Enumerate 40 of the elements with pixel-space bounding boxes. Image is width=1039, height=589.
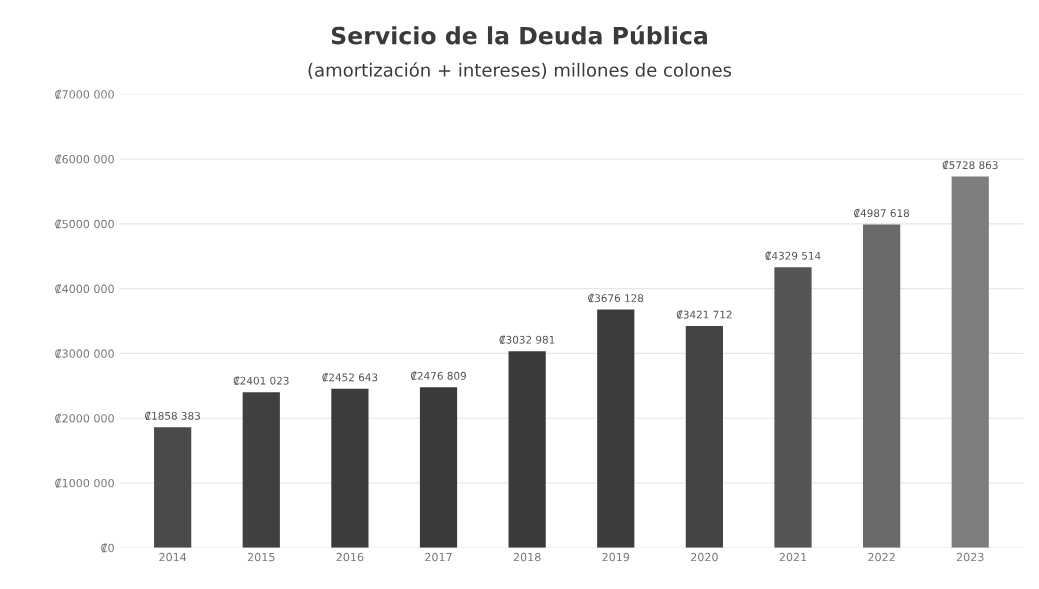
x-tick-label: 2020: [691, 552, 718, 562]
y-tick-label: ₡2000 000: [55, 413, 114, 423]
x-tick-label: 2023: [956, 552, 984, 562]
y-tick-label: ₡7000 000: [55, 89, 114, 99]
data-label: ₡2401 023: [233, 376, 289, 385]
bar: [863, 224, 901, 548]
x-tick-label: 2016: [336, 552, 364, 562]
bar: [774, 267, 812, 548]
bar: [951, 176, 989, 548]
bar: [508, 351, 546, 548]
x-tick-label: 2021: [779, 552, 807, 562]
data-label: ₡1858 383: [145, 411, 200, 421]
data-label: ₡3032 981: [499, 335, 555, 344]
data-label: ₡2476 809: [410, 371, 466, 381]
y-tick-label: ₡4000 000: [55, 284, 114, 294]
data-label: ₡4329 514: [765, 251, 821, 260]
x-tick-label: 2019: [602, 552, 630, 562]
x-tick-label: 2018: [513, 552, 541, 562]
x-tick-label: 2017: [425, 552, 452, 562]
y-tick-label: ₡6000 000: [55, 154, 114, 164]
bar: [154, 427, 192, 548]
bar: [419, 387, 458, 548]
bar: [597, 309, 635, 548]
chart-title: Servicio de la Deuda Pública: [331, 25, 707, 45]
data-label: ₡2452 643: [322, 373, 378, 382]
bar: [242, 392, 280, 548]
data-label: ₡4987 618: [854, 208, 910, 218]
bar: [331, 388, 369, 548]
data-label: ₡3676 128: [588, 293, 644, 303]
x-tick-label: 2015: [247, 552, 275, 562]
y-tick-label: ₡5000 000: [55, 219, 114, 229]
y-tick-label: ₡0: [101, 543, 114, 553]
data-label: ₡5728 863: [942, 160, 998, 170]
x-tick-label: 2022: [868, 552, 895, 562]
y-tick-label: ₡1000 000: [55, 478, 114, 488]
x-tick-label: 2014: [159, 552, 187, 562]
chart-subtitle: (amortización + intereses) millones de colones: [308, 62, 732, 79]
bar: [685, 326, 723, 548]
y-tick-label: ₡3000 000: [55, 348, 114, 359]
data-label: ₡3421 712: [676, 310, 732, 319]
